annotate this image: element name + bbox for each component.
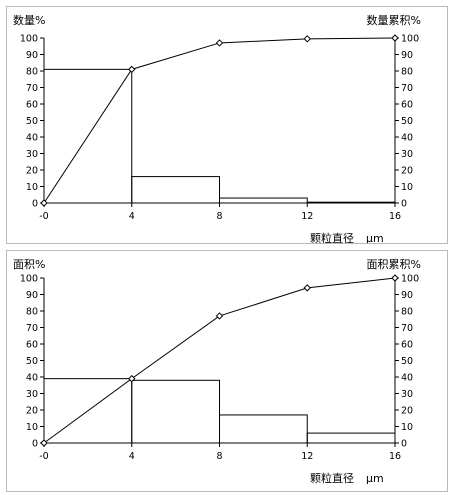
right-y-tick-label: 10 [401,422,413,433]
x-tick-label: -0 [39,451,48,462]
x-tick-label: -0 [39,211,48,222]
histogram-bar [131,379,220,444]
right-y-tick-label: 80 [401,67,413,78]
left-y-tick-label: 70 [26,323,38,334]
area-distribution-chart: 面积% 面积累积% 0 0 10 10 20 20 30 30 40 40 50 50 60 60 70 70 80… [13,258,421,485]
x-tick-label: 16 [389,451,401,462]
area-distribution-panel: 面积% 面积累积% 0 0 10 10 20 20 30 30 40 40 50 50 60 60 70 70 80… [6,250,448,492]
x-axis-label: 颗粒直径 [310,471,354,485]
x-tick-label: 4 [129,451,135,462]
histogram-bar [219,414,308,444]
x-tick-label: 8 [216,211,222,222]
right-y-tick-label: 100 [401,34,419,45]
right-y-tick-label: 50 [401,116,413,127]
left-y-tick-label: 10 [26,182,38,193]
right-y-tick-label: 80 [401,307,413,318]
right-y-tick-label: 30 [401,389,413,400]
x-axis-unit: μm [366,232,384,243]
right-y-tick-label: 30 [401,149,413,160]
right-y-tick-label: 70 [401,323,413,334]
left-y-tick-label: 0 [32,199,38,210]
left-y-tick-label: 60 [26,340,38,351]
cumulative-marker [303,35,311,43]
left-y-tick-label: 90 [26,290,38,301]
left-axis-title: 数量% [13,14,45,27]
left-y-tick-label: 90 [26,50,38,61]
right-y-tick-label: 40 [401,373,413,384]
histogram-bar [306,432,396,444]
right-y-tick-label: 60 [401,340,413,351]
x-tick-label: 12 [301,211,313,222]
left-y-tick-label: 30 [26,389,38,400]
right-y-tick-label: 90 [401,50,413,61]
left-y-tick-label: 80 [26,67,38,78]
histogram-bar [43,68,133,204]
left-y-tick-label: 50 [26,116,38,127]
x-tick-label: 4 [129,211,135,222]
cumulative-marker [128,65,136,74]
left-y-tick-label: 30 [26,149,38,160]
histogram-bar [131,176,220,204]
x-tick-label: 8 [216,451,222,462]
right-y-tick-label: 10 [401,182,413,193]
right-y-tick-label: 40 [401,133,413,144]
x-tick-label: 12 [301,451,313,462]
right-y-tick-label: 0 [401,439,407,450]
left-y-tick-label: 80 [26,307,38,318]
left-y-tick-label: 50 [26,356,38,367]
left-y-tick-label: 20 [26,406,38,417]
number-distribution-panel: 数量% 数量累积% 0 0 10 10 20 20 30 30 40 40 50 50 60 60 70 70 80… [6,6,448,244]
right-axis-title: 数量累积% [367,14,421,27]
cumulative-marker [128,374,136,383]
right-y-tick-label: 90 [401,290,413,301]
left-y-tick-label: 40 [26,373,38,384]
left-y-tick-label: 20 [26,166,38,177]
left-y-tick-label: 40 [26,133,38,144]
cumulative-marker [40,199,48,207]
left-y-tick-label: 10 [26,422,38,433]
cumulative-marker [215,39,224,47]
histogram-bar [219,197,308,204]
cumulative-marker [391,274,399,282]
histogram-bar [306,201,396,204]
left-y-tick-label: 100 [20,274,38,285]
cumulative-marker [391,34,399,42]
cumulative-marker [40,439,48,447]
right-y-tick-label: 70 [401,83,413,94]
right-y-tick-label: 50 [401,356,413,367]
x-axis-label: 颗粒直径 [310,231,354,243]
cumulative-marker [215,312,224,320]
right-y-tick-label: 100 [401,274,419,285]
x-axis-unit: μm [366,472,384,485]
cumulative-marker [303,284,311,292]
right-y-tick-label: 0 [401,199,407,210]
x-tick-label: 16 [389,211,401,222]
right-y-tick-label: 20 [401,166,413,177]
left-y-tick-label: 100 [20,34,38,45]
right-axis-title: 面积累积% [367,258,421,271]
right-y-tick-label: 60 [401,100,413,111]
left-axis-title: 面积% [13,258,45,271]
number-distribution-chart: 数量% 数量累积% 0 0 10 10 20 20 30 30 40 40 50 50 60 60 70 70 80… [13,14,421,243]
left-y-tick-label: 70 [26,83,38,94]
right-y-tick-label: 20 [401,406,413,417]
left-y-tick-label: 60 [26,100,38,111]
left-y-tick-label: 0 [32,439,38,450]
